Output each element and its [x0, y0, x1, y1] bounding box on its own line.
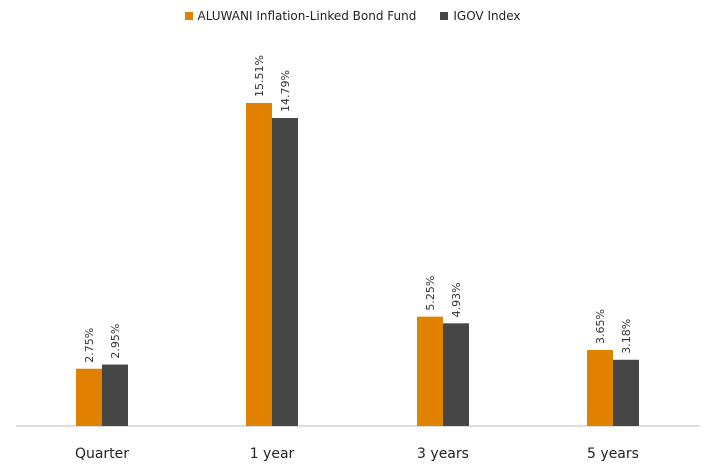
- category-label-0: Quarter: [75, 446, 129, 462]
- category-label-2: 3 years: [417, 446, 469, 462]
- legend-label-index: IGOV Index: [453, 9, 521, 23]
- bar-index-2: [443, 323, 469, 426]
- legend-swatch-index: [440, 12, 449, 20]
- bar-fund-3: [587, 349, 613, 426]
- bar-index-0: [102, 364, 128, 426]
- data-label-fund-0: 2.75%: [83, 328, 96, 363]
- legend-item-fund: ALUWANI Inflation-Linked Bond Fund: [184, 9, 417, 23]
- bar-fund-2: [417, 316, 443, 426]
- legend-item-index: IGOV Index: [440, 9, 521, 23]
- data-label-fund-1: 15.51%: [253, 55, 266, 97]
- data-label-index-1: 14.79%: [279, 70, 292, 112]
- data-label-index-0: 2.95%: [109, 324, 122, 359]
- bar-fund-0: [76, 368, 102, 426]
- bar-index-3: [613, 359, 639, 426]
- data-label-fund-3: 3.65%: [594, 309, 607, 344]
- category-label-3: 5 years: [587, 446, 639, 462]
- category-label-1: 1 year: [250, 446, 295, 462]
- data-label-fund-2: 5.25%: [424, 276, 437, 311]
- legend: ALUWANI Inflation-Linked Bond Fund IGOV …: [0, 9, 705, 23]
- bar-fund-1: [246, 103, 272, 426]
- bar-index-1: [272, 117, 298, 426]
- legend-swatch-fund: [184, 12, 193, 20]
- data-label-index-3: 3.18%: [620, 319, 633, 354]
- data-label-index-2: 4.93%: [450, 282, 463, 317]
- legend-label-fund: ALUWANI Inflation-Linked Bond Fund: [197, 9, 417, 23]
